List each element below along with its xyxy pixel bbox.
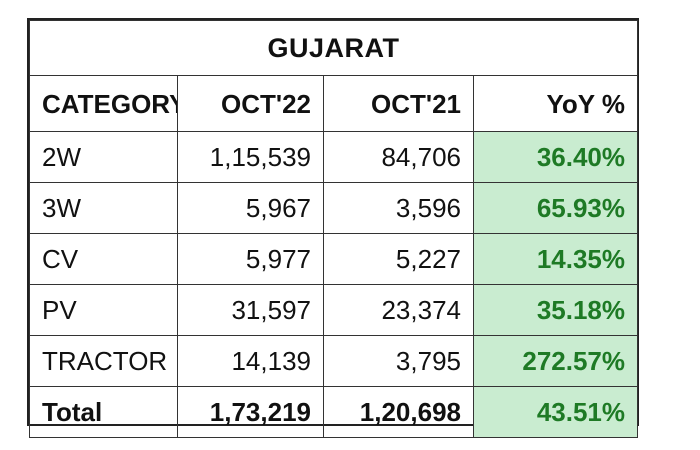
table-row: 2W 1,15,539 84,706 36.40% (29, 131, 639, 183)
table-row: PV 31,597 23,374 35.18% (29, 284, 639, 336)
cell-yoy: 35.18% (472, 284, 639, 336)
header-yoy: YoY % (472, 75, 639, 132)
cell-category: 2W (29, 131, 178, 183)
cell-oct21: 3,795 (323, 335, 474, 387)
cell-oct21: 5,227 (323, 233, 474, 285)
cell-oct22: 5,967 (177, 182, 324, 234)
cell-yoy: 36.40% (472, 131, 639, 183)
cell-category: PV (29, 284, 178, 336)
cell-oct22: 1,15,539 (177, 131, 324, 183)
table-header-row: CATEGORY OCT'22 OCT'21 YoY % (29, 75, 639, 132)
cell-yoy: 272.57% (472, 335, 639, 387)
cell-yoy: 65.93% (472, 182, 639, 234)
table-total-row: Total 1,73,219 1,20,698 43.51% (29, 386, 639, 438)
table-row: 3W 5,967 3,596 65.93% (29, 182, 639, 234)
cell-oct22: 14,139 (177, 335, 324, 387)
cell-oct21: 3,596 (323, 182, 474, 234)
header-oct22: OCT'22 (177, 75, 324, 132)
sales-table-frame: GUJARAT CATEGORY OCT'22 OCT'21 YoY % 2W … (27, 18, 639, 438)
gujarat-sales-table: GUJARAT CATEGORY OCT'22 OCT'21 YoY % 2W … (28, 20, 639, 438)
cell-category: TRACTOR (29, 335, 178, 387)
cell-category: 3W (29, 182, 178, 234)
table-row: TRACTOR 14,139 3,795 272.57% (29, 335, 639, 387)
total-oct21: 1,20,698 (323, 386, 474, 438)
table-row: CV 5,977 5,227 14.35% (29, 233, 639, 285)
table-title: GUJARAT (28, 20, 639, 76)
table-title-row: GUJARAT (28, 20, 639, 76)
cell-yoy: 14.35% (472, 233, 639, 285)
total-yoy: 43.51% (472, 386, 639, 438)
cell-oct21: 84,706 (323, 131, 474, 183)
total-label: Total (29, 386, 178, 438)
header-category: CATEGORY (29, 75, 178, 132)
cell-oct22: 5,977 (177, 233, 324, 285)
cell-oct22: 31,597 (177, 284, 324, 336)
cell-oct21: 23,374 (323, 284, 474, 336)
cell-category: CV (29, 233, 178, 285)
header-oct21: OCT'21 (323, 75, 474, 132)
total-oct22: 1,73,219 (177, 386, 324, 438)
